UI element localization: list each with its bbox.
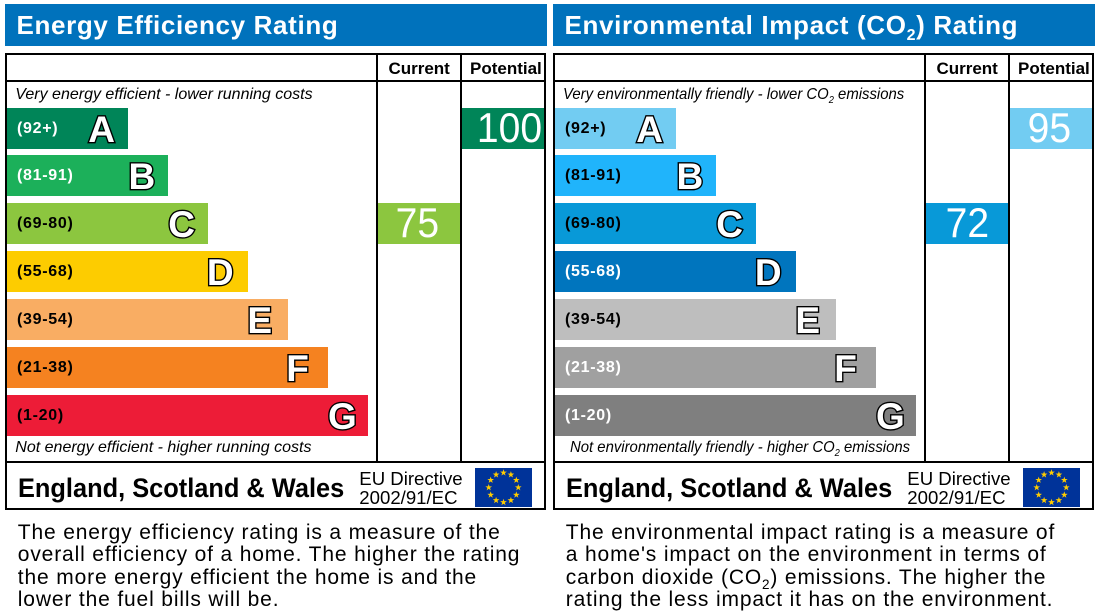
svg-text:C: C — [716, 204, 743, 244]
svg-text:E: E — [795, 300, 820, 340]
svg-text:D: D — [207, 252, 234, 292]
svg-text:A: A — [88, 109, 115, 149]
svg-text:B: B — [129, 156, 156, 196]
svg-text:B: B — [677, 156, 704, 196]
svg-text:F: F — [286, 348, 309, 388]
svg-text:G: G — [328, 396, 357, 436]
svg-text:E: E — [247, 300, 272, 340]
svg-text:A: A — [636, 109, 663, 149]
svg-text:C: C — [168, 204, 195, 244]
svg-text:D: D — [755, 252, 782, 292]
svg-text:F: F — [834, 348, 857, 388]
svg-text:G: G — [876, 396, 905, 436]
